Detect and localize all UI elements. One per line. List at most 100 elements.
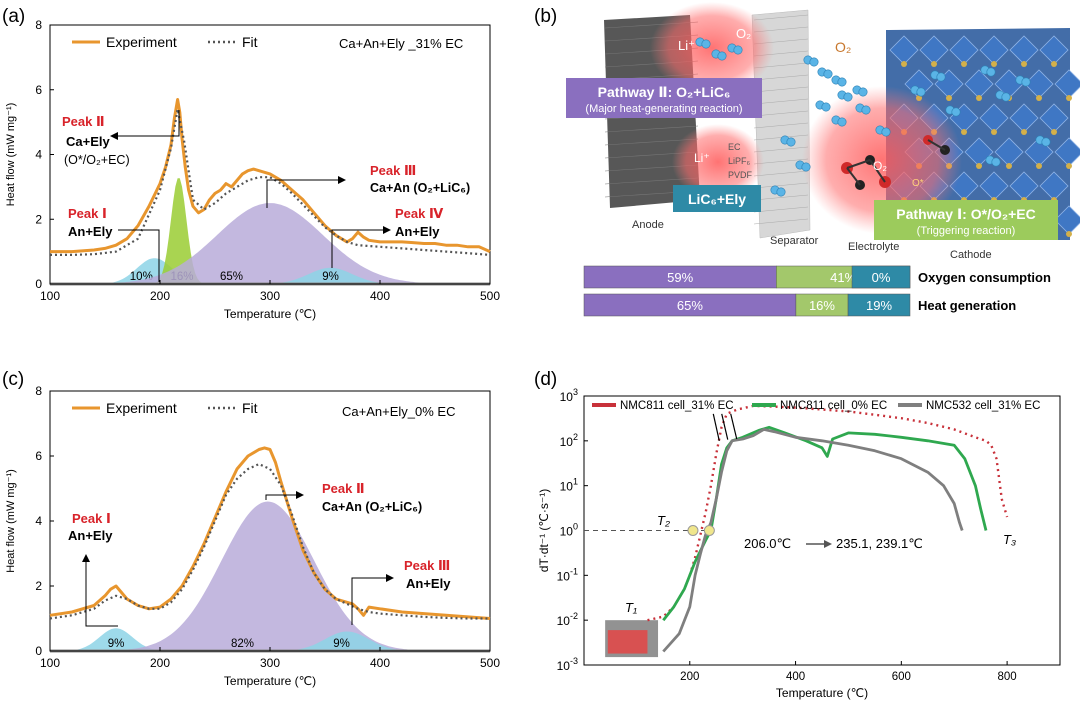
- separator-strand-9: [753, 122, 809, 129]
- o2-dot: [991, 157, 1001, 167]
- c-ytick-label-4: 8: [35, 384, 42, 398]
- d-marker-206: [687, 525, 699, 536]
- panel-a: (a) 10%16%65%9% 10020030040050002468Temp…: [2, 6, 500, 321]
- cathode-li-atom: [1021, 129, 1027, 135]
- pathway-i-title: Pathway Ⅰ: O*/O₂+EC: [896, 206, 1035, 222]
- bar-label-0-2: 0%: [872, 270, 891, 285]
- panel-a-axes: 100 200 300 400 500 0 2 4 6 8 Temperature (℃) Heat …: [5, 18, 500, 321]
- separator-strand-6: [753, 86, 809, 93]
- stacked-bars: 59% 41% 0% Oxygen consumption 65% 16% 19% Heat …: [583, 265, 1051, 317]
- a-component-label-2: 65%: [220, 271, 243, 283]
- cathode-octahedron: [1039, 35, 1069, 65]
- cathode-octahedron: [889, 35, 919, 65]
- c-ytick-label-2: 4: [35, 514, 42, 528]
- t1-label: T₁: [625, 600, 637, 615]
- c-peak-i-line1: An+Ely: [68, 528, 113, 543]
- c-component-1: [50, 501, 490, 651]
- c-xlabel: Temperature (℃): [224, 674, 316, 688]
- peak-iv-connector: [331, 229, 385, 268]
- cathode-li-atom: [1066, 163, 1072, 169]
- o2-dot: [881, 127, 891, 137]
- peak-iv-arrowhead: [383, 226, 391, 234]
- separator-strand-5: [753, 74, 809, 81]
- cathode-octahedron: [1009, 103, 1039, 133]
- c-component-label-0: 9%: [108, 638, 125, 650]
- c-peak-i-arrowhead: [82, 554, 90, 562]
- cathode-octahedron: [964, 69, 994, 99]
- d-xlabel: Temperature (℃): [776, 686, 868, 700]
- c-peak-ii-arrowhead: [296, 491, 304, 499]
- peak-ii-title: Peak Ⅱ: [62, 114, 105, 129]
- temp-arrowhead: [824, 540, 832, 548]
- c-component-label-1: 82%: [231, 638, 254, 650]
- cathode-label: Cathode: [950, 249, 992, 261]
- pathway-ii-box: [566, 78, 762, 118]
- a-ylabel: Heat flow (mW mg⁻¹): [5, 103, 17, 207]
- panel-d-series: [584, 404, 1009, 658]
- c-peak-ii-title: Peak Ⅱ: [322, 481, 365, 496]
- cathode-octahedron: [994, 137, 1024, 167]
- d-xtick-label-1: 400: [786, 671, 805, 683]
- d-xtick-label-2: 600: [892, 671, 911, 683]
- panel-d: (d) 200 400 600 800 10-3 10-2 10-1 100 101 102 103…: [534, 369, 1061, 700]
- separator-strand-0: [753, 14, 809, 21]
- peak-ii-line2: (O*/O₂+EC): [64, 153, 130, 167]
- separator-strand-15: [753, 194, 809, 201]
- o2-dot: [986, 67, 996, 77]
- c-component-2: [50, 631, 490, 651]
- panel-label-d: (d): [534, 369, 557, 390]
- d-xtick-label-0: 200: [680, 671, 699, 683]
- d-ytick-label-5: 102: [560, 432, 578, 449]
- c-ytick-label-1: 2: [35, 579, 42, 593]
- o2-dot: [1001, 92, 1011, 102]
- c-xtick-label-4: 500: [480, 656, 500, 670]
- c-peak-iii-arrowhead: [386, 574, 394, 582]
- anode-label: Anode: [632, 219, 664, 231]
- d-ytick-label-6: 103: [560, 387, 578, 404]
- c-xtick-label-3: 400: [370, 656, 390, 670]
- cathode-li-atom: [1051, 129, 1057, 135]
- d-series-1: [662, 425, 988, 622]
- cathode-octahedron: [919, 35, 949, 65]
- panel-c: (c) 9% 82% 9% 100 200 300 400 500 0 2 4 6 8 Temperat…: [2, 369, 500, 688]
- cathode-li-atom: [991, 61, 997, 67]
- cathode-li-atom: [1066, 231, 1072, 237]
- separator-strand-16: [753, 206, 809, 213]
- bar-label-0-1: 41%: [830, 270, 856, 285]
- o2-dot: [843, 92, 853, 102]
- cathode-li-atom: [991, 129, 997, 135]
- o2-dot: [1041, 137, 1051, 147]
- o2-molecules: [695, 37, 1051, 197]
- a-component-2: [50, 203, 490, 284]
- panel-label-a: (a): [2, 6, 25, 27]
- c-xtick-label-1: 200: [150, 656, 170, 670]
- a-ytick-label-4: 8: [35, 18, 42, 32]
- cathode-li-atom: [1006, 163, 1012, 169]
- legend-label-fit-c: Fit: [242, 400, 258, 416]
- d-xtick-label-3: 800: [998, 671, 1017, 683]
- c-ytick-label-0: 0: [35, 644, 42, 658]
- peak-i-connector: [118, 229, 160, 282]
- cathode-li-atom: [976, 163, 982, 169]
- bar-1-2: [847, 293, 911, 317]
- o2-dot: [951, 107, 961, 117]
- separator-mesh: [753, 14, 809, 225]
- li-plus-top: Li⁺: [678, 38, 695, 53]
- c-series-fit: [49, 463, 490, 620]
- o2-cathode: O₂: [873, 159, 887, 173]
- panel-a-title: Ca+An+Ely _31% EC: [339, 36, 463, 51]
- a-ytick-label-3: 6: [35, 83, 42, 97]
- d-series-0: [647, 404, 1009, 622]
- peak-iv-title: Peak Ⅳ: [395, 206, 444, 221]
- o2-center: O₂: [835, 39, 851, 55]
- cathode-octahedron: [1009, 35, 1039, 65]
- cathode-octahedron: [1039, 103, 1069, 133]
- pathway-i-subtitle: (Triggering reaction): [917, 225, 1016, 237]
- a-xtick-label-3: 400: [370, 289, 390, 303]
- bar-label-0-0: 59%: [667, 270, 693, 285]
- o2-dot: [809, 57, 819, 67]
- o2-dot: [733, 45, 743, 55]
- cathode-octahedron: [949, 35, 979, 65]
